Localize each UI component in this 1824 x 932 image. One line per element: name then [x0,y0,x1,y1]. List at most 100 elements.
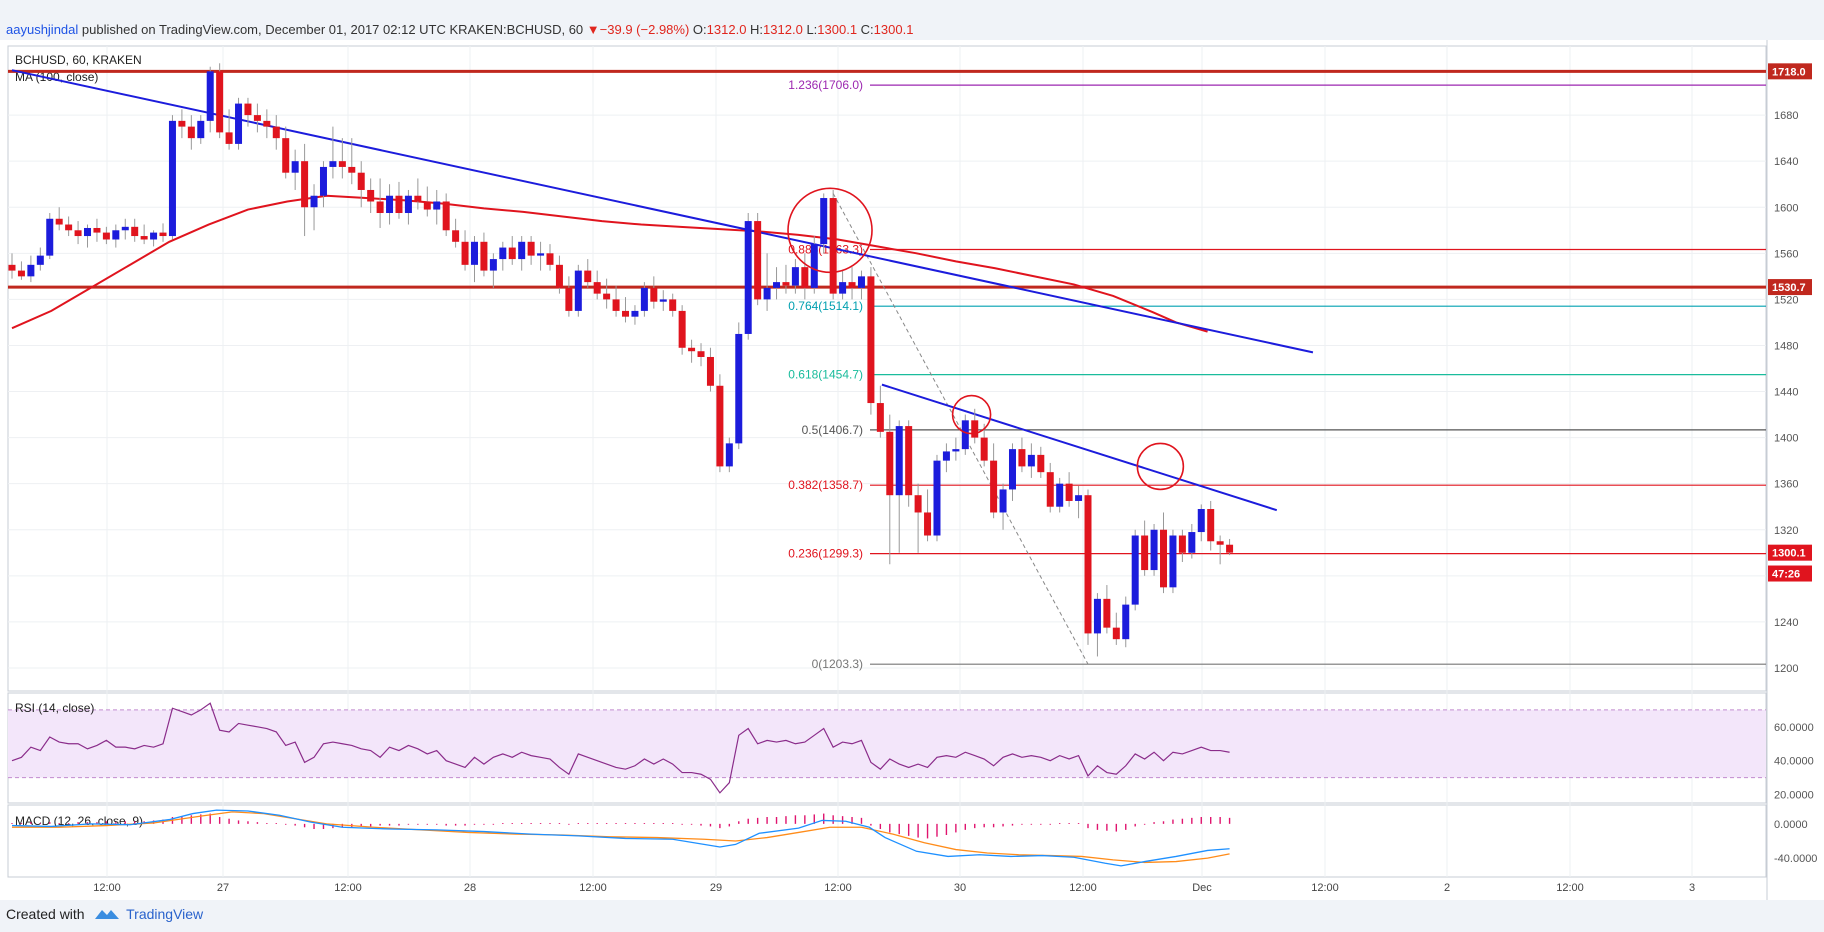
time-tick-label: 12:00 [1311,882,1339,894]
candle-up [197,120,205,139]
candle-up [46,218,54,256]
price-tick-label: 1560 [1774,248,1798,260]
footer-bar [0,900,1824,932]
candle-up [895,426,903,496]
fib-level-label: 0.5(1406.7) [802,423,863,437]
fib-level-label: 0(1203.3) [812,657,863,671]
candle-down [461,241,469,265]
candle-down [93,227,101,233]
created-with-text: Created with [6,906,85,922]
candle-down [555,264,563,288]
candle-down [8,264,16,271]
candle-up [404,195,412,214]
ohlc-l: 1300.1 [817,22,858,37]
candle-down [622,310,630,317]
rsi-tick-label: 60.0000 [1774,722,1814,734]
trendline [881,383,1278,512]
ohlc-l-label: L: [806,22,818,37]
price-tick-label: 1440 [1774,387,1798,399]
candle-down [782,282,790,286]
fib-base-dashed-line [832,193,1089,665]
candle-down [1178,535,1186,553]
ohlc-h-label: H: [750,22,764,37]
candle-down [480,241,488,271]
time-tick-label: 12:00 [1556,882,1584,894]
author-link[interactable]: aayushjindal [6,22,79,37]
candle-down [1141,535,1149,571]
candle-up [112,230,120,240]
price-tick-label: 1360 [1774,479,1798,491]
candle-down [17,270,25,277]
candle-up [961,420,969,450]
candle-down [253,115,261,121]
candle-down [905,426,913,496]
candle-up [36,255,44,265]
candle-up [1056,483,1064,507]
candle-down [848,282,856,288]
change-text: −39.9 (−2.98%) [599,22,690,37]
candle-down [376,201,384,214]
price-tick-label: 1520 [1774,294,1798,306]
candle-down [527,241,535,256]
candle-down [980,437,988,461]
candle-down [914,495,922,513]
candle-down [876,403,884,432]
candle-down [263,120,271,127]
candle-down [716,385,724,467]
candle-up [763,287,771,300]
candle-up [121,226,129,231]
candle-down [178,120,186,127]
candle-down [216,71,224,133]
candle-up [1027,454,1035,467]
candle-down [187,126,195,139]
change-arrow: ▼ [586,22,600,37]
candle-down [225,132,233,144]
candle-up [773,282,781,288]
candle-up [744,221,752,334]
price-tick-label: 1240 [1774,617,1798,629]
candle-up [839,282,847,294]
price-tick-label: 1400 [1774,433,1798,445]
candle-down [452,230,460,242]
candle-down [244,103,252,116]
candle-down [924,512,932,536]
time-tick-label: 12:00 [1069,882,1097,894]
ma-line [11,194,1208,333]
macd-tick-label: -40.0000 [1774,853,1817,865]
fib-level-label: 0.618(1454.7) [788,368,863,382]
macd-tick-label: 0.0000 [1774,819,1808,831]
time-tick-label: 12:00 [579,882,607,894]
candle-up [857,276,865,288]
time-tick-label: 29 [710,882,722,894]
tradingview-link[interactable]: TradingView [126,906,204,922]
ohlc-o-label: O: [692,22,707,37]
candle-up [1093,598,1101,634]
price-tag-box [1768,63,1812,80]
candle-up [574,270,582,311]
candle-down [990,460,998,513]
candle-down [65,224,73,231]
candle-up [1131,535,1139,605]
candle-down [1018,449,1026,467]
price-tick-label: 1320 [1774,525,1798,537]
candle-up [659,299,667,302]
candle-up [1122,604,1130,640]
candle-down [442,201,450,231]
symbol-text: KRAKEN:BCHUSD, 60 [449,22,584,37]
candle-up [1150,529,1158,571]
header-bar [0,0,1824,40]
candle-up [310,195,318,208]
price-tick-label: 1200 [1774,663,1798,675]
candle-down [829,198,837,294]
candle-down [395,195,403,214]
publish-info: aayushjindal published on TradingView.co… [6,22,913,37]
candle-down [140,236,148,240]
candle-down [1216,541,1224,545]
candle-up [27,264,35,277]
highlight-circle [787,187,873,274]
candle-down [272,126,280,139]
candle-up [206,71,214,121]
rsi-tick-label: 20.0000 [1774,790,1814,802]
candle-up [933,460,941,536]
